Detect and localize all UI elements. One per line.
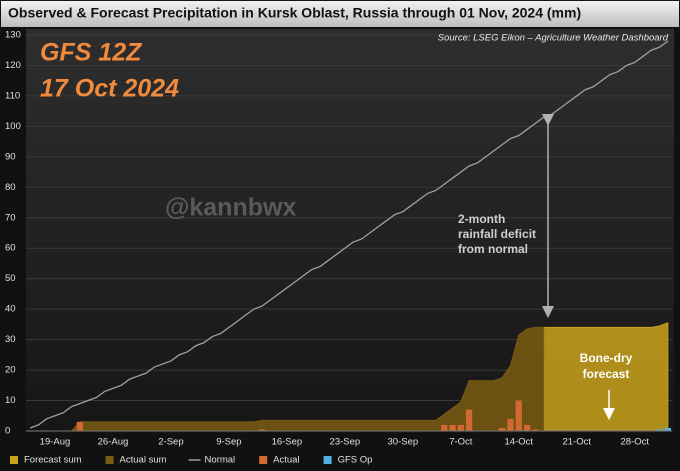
x-tick-label: 2-Sep [158,437,183,448]
legend-label: Actual sum [120,455,167,466]
title-bar [1,1,679,27]
y-tick-label: 30 [5,334,16,345]
x-tick-label: 7-Oct [449,437,473,448]
deficit-note: rainfall deficit [458,227,536,241]
y-tick-label: 10 [5,395,16,406]
deficit-note: 2-month [458,212,505,226]
y-tick-label: 20 [5,365,16,376]
legend-swatch [10,456,18,464]
y-tick-label: 100 [5,121,21,132]
x-tick-label: 19-Aug [40,437,71,448]
legend: Forecast sum Actual sum Normal Actual GFS Op [10,455,372,466]
bar [465,409,473,431]
forecast-note: forecast [583,367,630,381]
y-tick-label: 60 [5,243,16,254]
area [30,326,545,432]
line [29,40,669,429]
legend-label: Normal [205,455,236,466]
area [543,322,669,432]
x-tick-label: 26-Aug [98,437,129,448]
x-tick-label: 28-Oct [620,437,649,448]
run-label: GFS 12Z [40,39,143,67]
legend-label: Actual [273,455,299,466]
bar [499,427,506,431]
bar [258,429,266,431]
legend-label: Forecast sum [24,455,82,466]
axes: 0 10 20 30 40 50 60 70 80 90 100 110 120 130 19-Aug 26-… [5,30,672,448]
y-tick-label: 50 [5,273,16,284]
bar [441,424,448,431]
legend-swatch [259,456,268,464]
chart-title: Observed & Forecast Precipitation in Kur… [8,5,581,21]
y-tick-label: 80 [5,182,16,193]
bar [507,418,514,431]
forecast-note: Bone-dry [580,351,633,365]
watermark: @kannbwx [165,194,296,222]
bar [515,400,522,431]
y-tick-label: 0 [5,426,10,437]
bar [449,424,456,431]
x-tick-label: 16-Sep [272,437,303,448]
y-tick-label: 90 [5,151,16,162]
series [29,40,672,432]
legend-swatch [323,456,332,464]
y-tick-label: 40 [5,304,16,315]
source-note: Source: LSEG Eikon – Agriculture Weather… [438,33,669,44]
run-date: 17 Oct 2024 [40,75,179,103]
bar [656,429,663,431]
y-tick-label: 130 [5,30,21,41]
y-tick-label: 70 [5,212,16,223]
bar [532,429,539,431]
x-tick-label: 23-Sep [330,437,361,448]
y-tick-label: 120 [5,60,21,71]
x-tick-label: 14-Oct [505,437,534,448]
bar [457,424,464,431]
legend-label: GFS Op [338,455,373,466]
x-tick-label: 30-Sep [388,437,419,448]
y-tick-label: 110 [5,90,20,101]
x-tick-label: 9-Sep [216,437,241,448]
deficit-note: from normal [458,242,528,256]
x-tick-label: 21-Oct [562,437,591,448]
bar [76,421,83,431]
legend-swatch [105,456,114,464]
bar [664,427,672,431]
bar [523,424,531,431]
